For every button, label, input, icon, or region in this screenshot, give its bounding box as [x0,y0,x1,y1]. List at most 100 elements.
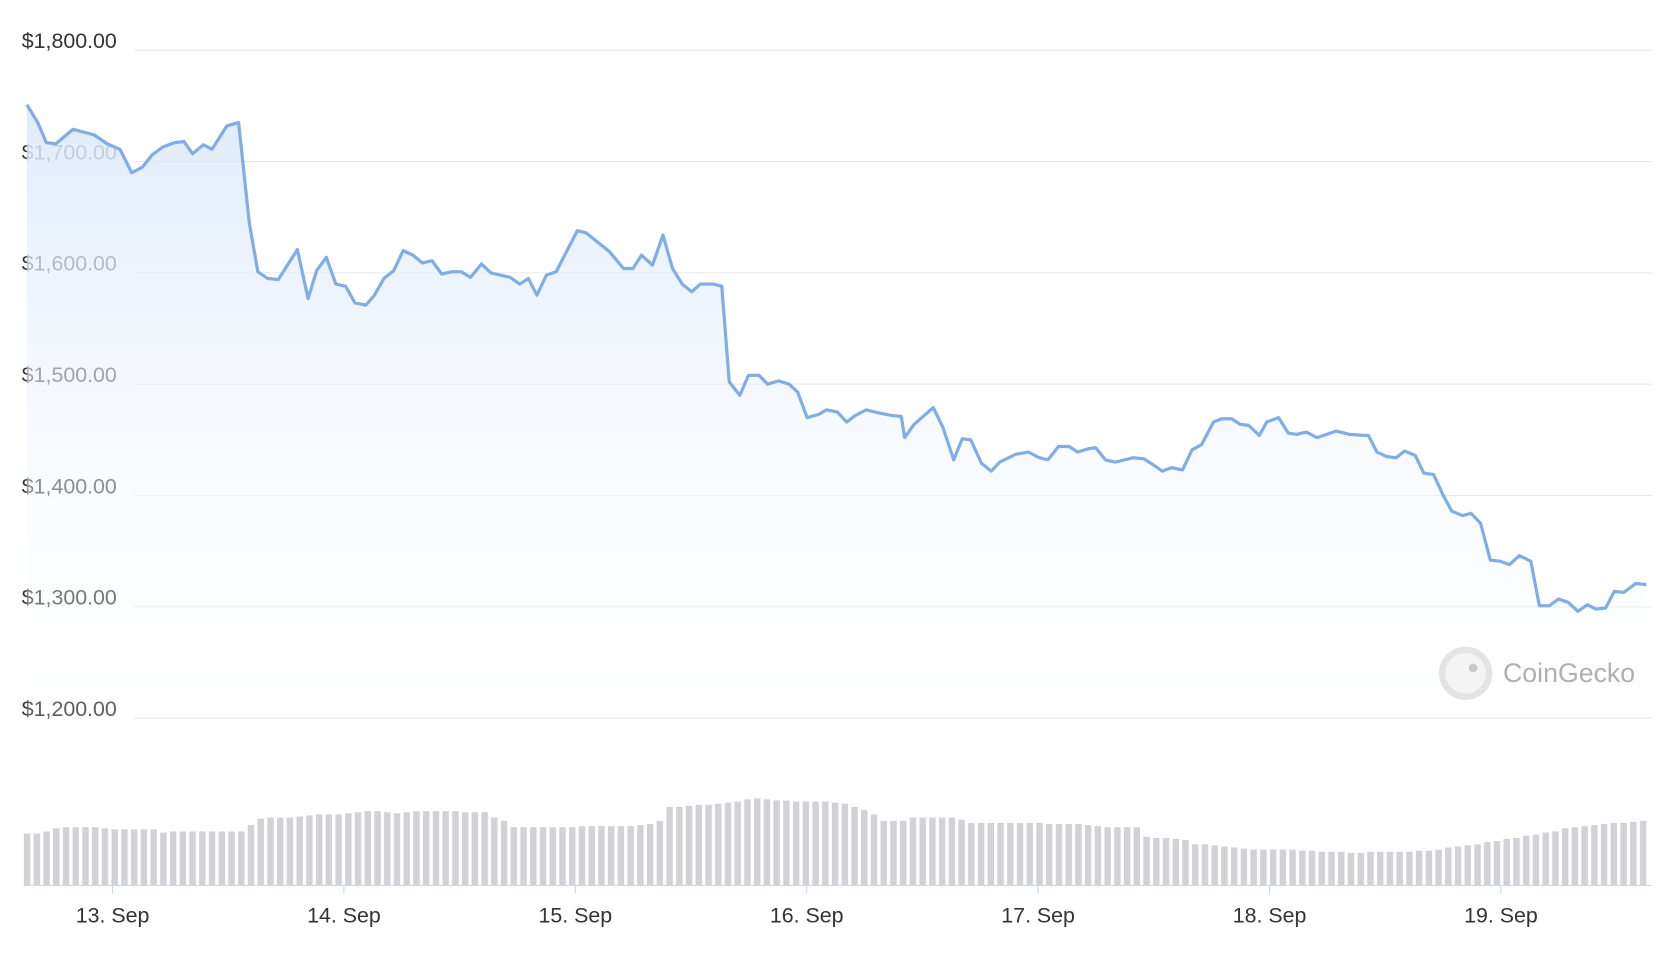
volume-bar [695,804,702,885]
volume-bar [753,798,761,885]
volume-bar [442,811,449,885]
volume-bar [1153,837,1160,885]
volume-bar [715,803,722,885]
volume-bar [62,827,70,885]
volume-bar [1610,822,1618,885]
volume-bar [549,827,556,885]
volume-bar [1445,847,1452,885]
volume-bar [1357,852,1364,885]
volume-bar [802,801,810,885]
volume-bar [705,804,712,885]
volume-bar [510,827,518,885]
volume-bar [43,831,50,885]
volume-bar [1493,841,1501,885]
volume-bar [773,800,780,885]
volume-bar [286,817,294,885]
volume-bar [208,831,216,885]
volume-bar [1513,837,1520,885]
volume-bar [1221,846,1228,885]
volume-bar [1484,842,1491,885]
volume-bar [598,826,605,885]
volume-bar [1299,850,1306,885]
volume-bar [150,829,157,885]
volume-bar [481,812,488,885]
volume-bar [1114,827,1121,885]
watermark: CoinGecko [1438,646,1635,701]
volume-bar [267,817,274,885]
volume-bar [1464,845,1472,885]
volume-bar [364,811,372,885]
volume-bar [1211,845,1218,885]
volume-bar [1162,837,1170,885]
volume-bar [656,820,664,885]
volume-bar [33,833,41,885]
x-tick-label: 13. Sep [76,903,150,927]
volume-bar [646,823,654,885]
volume-bar [997,822,1004,885]
volume-bar [218,831,226,885]
volume-bar [520,827,527,885]
volume-bar [1620,822,1627,885]
volume-bar [1123,827,1131,885]
volume-bar [900,820,907,885]
volume-bar [1182,840,1189,885]
watermark-text: CoinGecko [1503,658,1635,688]
volume-bar [1055,823,1063,885]
x-tick-label: 14. Sep [307,903,381,927]
volume-bar [1308,850,1316,885]
volume-bar [812,801,819,885]
volume-bar [92,827,99,885]
volume-bar [909,817,917,885]
volume-bar [1591,825,1598,885]
volume-bar [335,814,342,885]
volume-bar [627,826,634,885]
volume-bar [1318,851,1326,885]
volume-bar [111,829,118,885]
volume-bar [676,806,683,885]
volume-bar [977,822,985,885]
volume-bar [160,832,167,885]
volume-bar [734,801,741,885]
volume-bar [958,819,965,885]
volume-bar [1230,847,1238,885]
volume-bar [1552,831,1559,885]
volume-bar [247,825,255,885]
volume-bar [471,812,479,885]
volume-bar [228,831,235,885]
volume-bar [1084,825,1092,885]
volume-bar [1600,823,1608,885]
volume-bar [169,831,177,885]
volume-bar [792,801,800,885]
volume-bar [929,817,936,885]
volume-bar [403,812,410,885]
volume-bar [919,817,926,885]
volume-bar [1016,822,1024,885]
volume-bar [1503,838,1510,885]
volume-bar [199,831,206,885]
volume-bar [413,811,420,885]
volume-bar [1007,822,1014,885]
volume-bar [1328,851,1335,885]
price-line [25,103,1647,613]
volume-bar [1542,832,1549,885]
volume-bar [607,826,615,885]
volume-bar [1376,851,1384,885]
volume-bar [423,811,430,885]
volume-bar [1396,851,1403,885]
volume-bar [276,817,284,885]
volume-bar [1630,821,1637,885]
volume-bar [1639,820,1647,885]
volume-bar [1289,849,1296,885]
volume-bar [938,817,946,885]
volume-bar [1250,849,1257,885]
volume-bar [685,805,693,885]
volume-bar [724,802,732,885]
volume-bar [82,827,89,885]
volume-bar [1269,849,1277,885]
volume-bar [851,806,858,885]
volume-bar [491,817,498,885]
x-tick-label: 16. Sep [770,903,844,927]
volume-bar [315,814,323,885]
volume-bar [1367,851,1374,885]
